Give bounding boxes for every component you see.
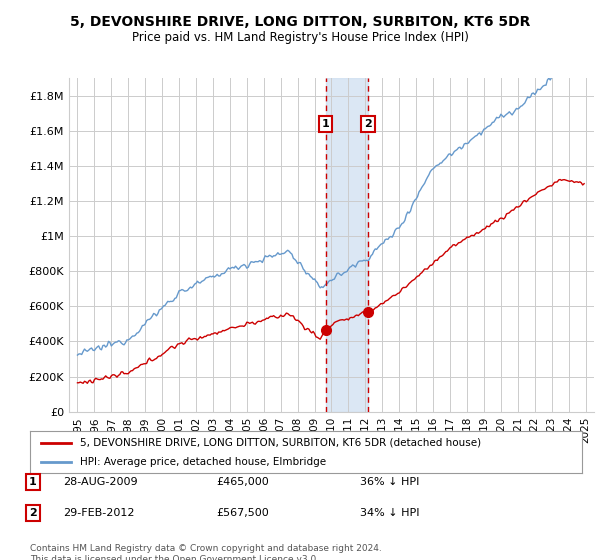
Text: 29-FEB-2012: 29-FEB-2012 [63,508,134,518]
Text: 36% ↓ HPI: 36% ↓ HPI [360,477,419,487]
Text: £567,500: £567,500 [216,508,269,518]
Text: £465,000: £465,000 [216,477,269,487]
Text: 2: 2 [29,508,37,518]
Text: 28-AUG-2009: 28-AUG-2009 [63,477,137,487]
Bar [326,78,368,412]
Text: 1: 1 [322,119,329,129]
Text: HPI: Average price, detached house, Elmbridge: HPI: Average price, detached house, Elmb… [80,457,326,467]
Text: Price paid vs. HM Land Registry's House Price Index (HPI): Price paid vs. HM Land Registry's House … [131,31,469,44]
Text: 34% ↓ HPI: 34% ↓ HPI [360,508,419,518]
Text: 5, DEVONSHIRE DRIVE, LONG DITTON, SURBITON, KT6 5DR: 5, DEVONSHIRE DRIVE, LONG DITTON, SURBIT… [70,15,530,29]
Text: Contains HM Land Registry data © Crown copyright and database right 2024.
This d: Contains HM Land Registry data © Crown c… [30,544,382,560]
Text: 1: 1 [29,477,37,487]
Text: 2: 2 [364,119,372,129]
Text: 5, DEVONSHIRE DRIVE, LONG DITTON, SURBITON, KT6 5DR (detached house): 5, DEVONSHIRE DRIVE, LONG DITTON, SURBIT… [80,437,481,447]
